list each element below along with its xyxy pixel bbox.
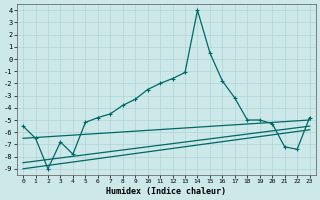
X-axis label: Humidex (Indice chaleur): Humidex (Indice chaleur) — [106, 187, 226, 196]
